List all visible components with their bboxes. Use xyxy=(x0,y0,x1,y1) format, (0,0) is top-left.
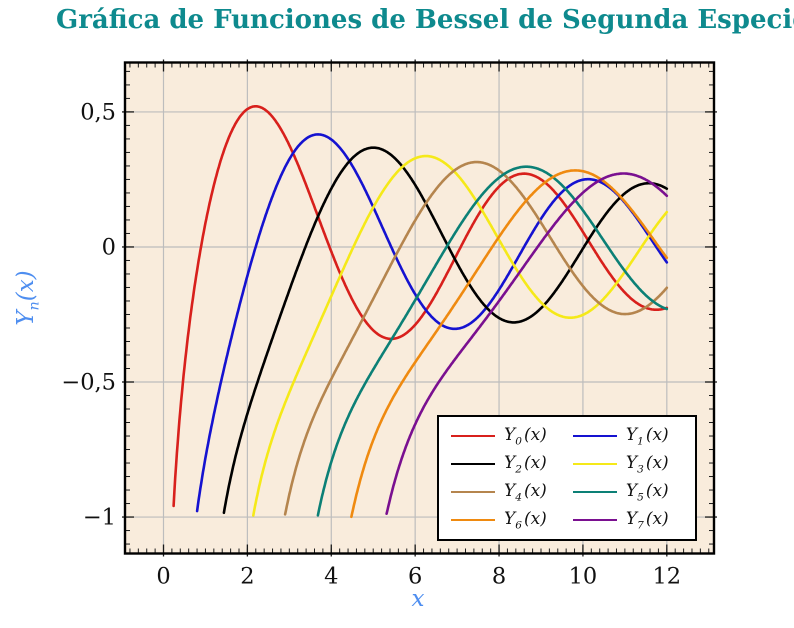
legend-label-Y2: Y2 (x) xyxy=(504,452,547,476)
legend-swatch-Y4 xyxy=(451,490,495,494)
legend-item-Y4: Y4 (x) xyxy=(451,480,573,504)
legend-item-Y3: Y3 (x) xyxy=(572,452,689,476)
legend-item-Y7: Y7 (x) xyxy=(572,508,689,532)
x-axis-label: x xyxy=(411,586,425,612)
curve-Y1 xyxy=(195,133,669,513)
x-tick-label: 2 xyxy=(240,564,254,590)
x-tick-label: 12 xyxy=(652,564,681,590)
y-axis-label-sub: n xyxy=(26,301,43,311)
legend-label-Y4: Y4 (x) xyxy=(504,480,547,504)
legend-label-Y0: Y0 (x) xyxy=(504,424,547,448)
curve-Y3 xyxy=(252,154,669,517)
y-tick-label: 0,5 xyxy=(80,99,116,125)
legend-swatch-Y6 xyxy=(451,518,495,522)
y-axis-label-base: Y xyxy=(13,310,39,326)
legend-item-Y2: Y2 (x) xyxy=(451,452,573,476)
x-tick-label: 10 xyxy=(569,564,598,590)
curve-Y4 xyxy=(283,160,669,516)
y-tick-label: −0,5 xyxy=(61,370,116,396)
y-tick-label: 0 xyxy=(102,234,116,260)
legend-swatch-Y3 xyxy=(572,462,617,466)
x-tick-label: 0 xyxy=(156,564,170,590)
curve-Y2 xyxy=(222,146,669,515)
curve-Y0 xyxy=(172,105,669,508)
curve-Y5 xyxy=(316,165,669,517)
legend-swatch-Y0 xyxy=(451,434,495,438)
legend-item-Y1: Y1 (x) xyxy=(572,424,689,448)
legend-item-Y0: Y0 (x) xyxy=(451,424,573,448)
y-axis-label: Yn(x) xyxy=(13,234,47,362)
legend: Y0 (x) Y1 (x) Y2 (x) Y3 (x) Y4 (x) Y5 (x) Y6 (x) Y7 (x) xyxy=(437,415,697,541)
legend-label-Y7: Y7 (x) xyxy=(625,508,669,532)
legend-item-Y5: Y5 (x) xyxy=(572,480,689,504)
curve-Y6 xyxy=(350,169,669,519)
y-tick-label: −1 xyxy=(83,505,116,531)
y-axis-label-args: (x) xyxy=(13,270,39,302)
curve-Y7 xyxy=(385,172,669,515)
legend-swatch-Y7 xyxy=(572,518,617,522)
legend-swatch-Y2 xyxy=(451,462,495,466)
x-tick-label: 6 xyxy=(408,564,422,590)
legend-label-Y6: Y6 (x) xyxy=(504,508,547,532)
legend-label-Y3: Y3 (x) xyxy=(625,452,669,476)
chart-title: Gráfica de Funciones de Bessel de Segund… xyxy=(56,5,794,35)
legend-label-Y1: Y1 (x) xyxy=(625,424,669,448)
legend-swatch-Y5 xyxy=(572,490,617,494)
legend-label-Y5: Y5 (x) xyxy=(625,480,669,504)
legend-item-Y6: Y6 (x) xyxy=(451,508,573,532)
x-tick-label: 8 xyxy=(492,564,506,590)
x-tick-label: 4 xyxy=(324,564,338,590)
legend-swatch-Y1 xyxy=(572,434,617,438)
plot-border xyxy=(123,61,716,555)
